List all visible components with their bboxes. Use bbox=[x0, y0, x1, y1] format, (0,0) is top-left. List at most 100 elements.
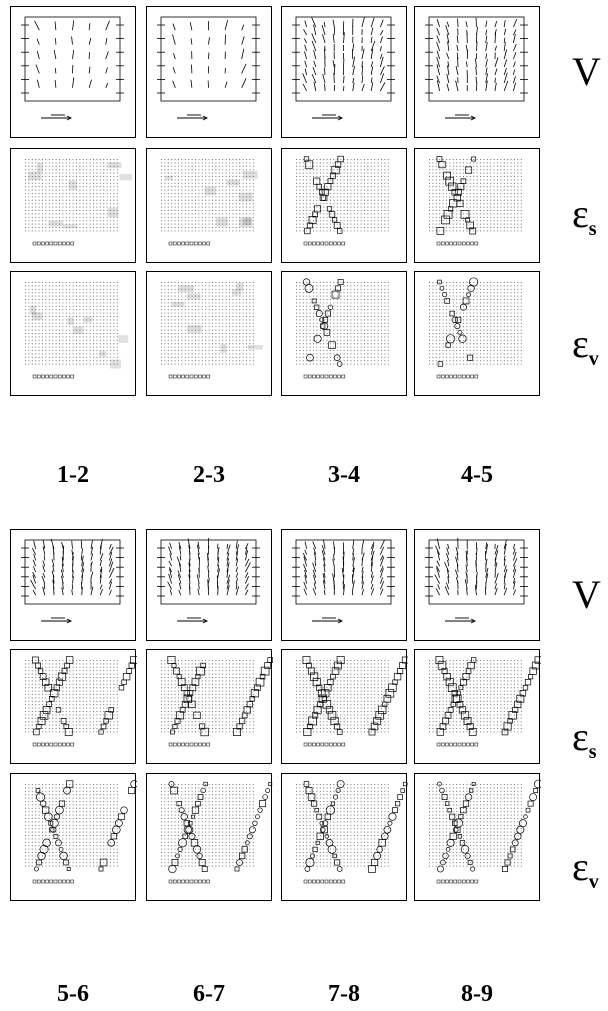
shear-band bbox=[437, 277, 479, 367]
shear-strain-field bbox=[296, 159, 389, 232]
strain-scale-legend-icon bbox=[436, 374, 479, 379]
shear-band bbox=[168, 781, 273, 874]
strain-subscript: s bbox=[588, 741, 597, 763]
shear-strain-field bbox=[429, 159, 522, 232]
displacement-vectors bbox=[21, 20, 124, 94]
shear-strain-field bbox=[161, 159, 254, 232]
step-label: 1-2 bbox=[57, 462, 89, 488]
shear-band bbox=[33, 780, 137, 872]
strain-scale-legend-icon bbox=[303, 879, 346, 884]
shear-band bbox=[28, 162, 132, 229]
step-label: 4-5 bbox=[461, 462, 493, 488]
specimen-outline bbox=[428, 16, 525, 102]
strain-scale-legend-icon bbox=[436, 241, 479, 246]
volumetric-strain-field bbox=[25, 784, 118, 867]
strain-scale-legend-icon bbox=[303, 374, 346, 379]
strain-scale-legend-icon bbox=[32, 879, 75, 884]
panel-shear-4-5 bbox=[414, 148, 540, 263]
scale-arrow-icon bbox=[312, 114, 344, 121]
shear-strain-field bbox=[25, 159, 118, 232]
strain-scale-legend-icon bbox=[168, 742, 211, 747]
displacement-vectors bbox=[425, 537, 528, 597]
scale-arrow-icon bbox=[312, 617, 344, 624]
shear-band bbox=[302, 656, 408, 737]
epsilon-symbol: ε bbox=[572, 321, 589, 366]
scale-arrow-icon bbox=[445, 617, 477, 624]
panel-volumetric-2-3 bbox=[146, 271, 272, 396]
specimen-outline bbox=[428, 539, 525, 605]
step-label: 6-7 bbox=[193, 981, 225, 1007]
epsilon-symbol: ε bbox=[572, 714, 589, 759]
panel-shear-3-4 bbox=[281, 148, 407, 263]
displacement-vectors bbox=[157, 537, 260, 597]
shear-band bbox=[32, 656, 137, 736]
row-label-displacement: V bbox=[572, 49, 601, 94]
volumetric-strain-field bbox=[25, 282, 118, 365]
displacement-vectors bbox=[292, 16, 395, 94]
strain-scale-legend-icon bbox=[32, 374, 75, 379]
strain-scale-legend-icon bbox=[168, 879, 211, 884]
volumetric-strain-field bbox=[429, 784, 522, 867]
step-label: 2-3 bbox=[193, 462, 225, 488]
scale-arrow-icon bbox=[177, 617, 209, 624]
panel-displacement-4-5 bbox=[414, 6, 540, 138]
volumetric-strain-field bbox=[296, 282, 389, 365]
panel-displacement-2-3 bbox=[146, 6, 272, 138]
panel-volumetric-6-7 bbox=[146, 773, 273, 901]
panel-displacement-6-7 bbox=[146, 529, 272, 641]
step-label: 7-8 bbox=[328, 981, 360, 1007]
panel-displacement-5-6 bbox=[10, 529, 136, 641]
shear-band bbox=[167, 655, 273, 737]
panel-shear-1-2 bbox=[10, 148, 136, 263]
row-label-volumetric-strain: εv bbox=[572, 843, 599, 894]
volumetric-strain-field bbox=[161, 282, 254, 365]
specimen-outline bbox=[160, 16, 257, 102]
strain-subscript: v bbox=[588, 348, 599, 370]
row-label-displacement: V bbox=[572, 572, 601, 617]
epsilon-symbol: ε bbox=[572, 844, 589, 889]
strain-scale-legend-icon bbox=[303, 241, 346, 246]
shear-band bbox=[30, 305, 129, 369]
panel-volumetric-7-8 bbox=[281, 773, 408, 901]
shear-band bbox=[303, 780, 408, 873]
panel-volumetric-3-4 bbox=[281, 271, 407, 396]
shear-band bbox=[436, 156, 477, 235]
scale-arrow-icon bbox=[41, 617, 73, 624]
panel-displacement-8-9 bbox=[414, 529, 540, 641]
panel-displacement-1-2 bbox=[10, 6, 136, 138]
panel-volumetric-4-5 bbox=[414, 271, 540, 396]
shear-band bbox=[303, 155, 344, 235]
volumetric-strain-field bbox=[161, 784, 254, 867]
specimen-outline bbox=[24, 539, 121, 605]
row-label-shear-strain: εs bbox=[572, 713, 597, 764]
step-label: 5-6 bbox=[57, 981, 89, 1007]
shear-strain-field bbox=[161, 660, 254, 733]
shear-strain-field bbox=[296, 660, 389, 733]
row-label-volumetric-strain: εv bbox=[572, 320, 599, 371]
panel-volumetric-8-9 bbox=[414, 773, 541, 901]
panel-shear-5-6 bbox=[10, 649, 137, 764]
step-label: 8-9 bbox=[461, 981, 493, 1007]
strain-subscript: v bbox=[588, 871, 599, 893]
scale-arrow-icon bbox=[445, 114, 477, 121]
panel-volumetric-1-2 bbox=[10, 271, 136, 396]
strain-scale-legend-icon bbox=[303, 742, 346, 747]
strain-scale-legend-icon bbox=[436, 879, 479, 884]
strain-scale-legend-icon bbox=[436, 742, 479, 747]
displacement-vectors bbox=[157, 20, 260, 94]
strain-scale-legend-icon bbox=[32, 241, 75, 246]
step-label: 3-4 bbox=[328, 462, 360, 488]
specimen-outline bbox=[295, 16, 392, 102]
shear-band bbox=[436, 779, 541, 873]
specimen-outline bbox=[24, 16, 121, 102]
panel-shear-6-7 bbox=[146, 649, 273, 764]
shear-strain-field bbox=[429, 660, 522, 733]
scale-arrow-icon bbox=[41, 114, 73, 121]
shear-band bbox=[171, 282, 264, 353]
volumetric-strain-field bbox=[429, 282, 522, 365]
strain-scale-legend-icon bbox=[168, 374, 211, 379]
specimen-outline bbox=[295, 539, 392, 605]
strain-scale-legend-icon bbox=[32, 742, 75, 747]
strain-scale-legend-icon bbox=[168, 241, 211, 246]
strain-subscript: s bbox=[588, 218, 597, 240]
